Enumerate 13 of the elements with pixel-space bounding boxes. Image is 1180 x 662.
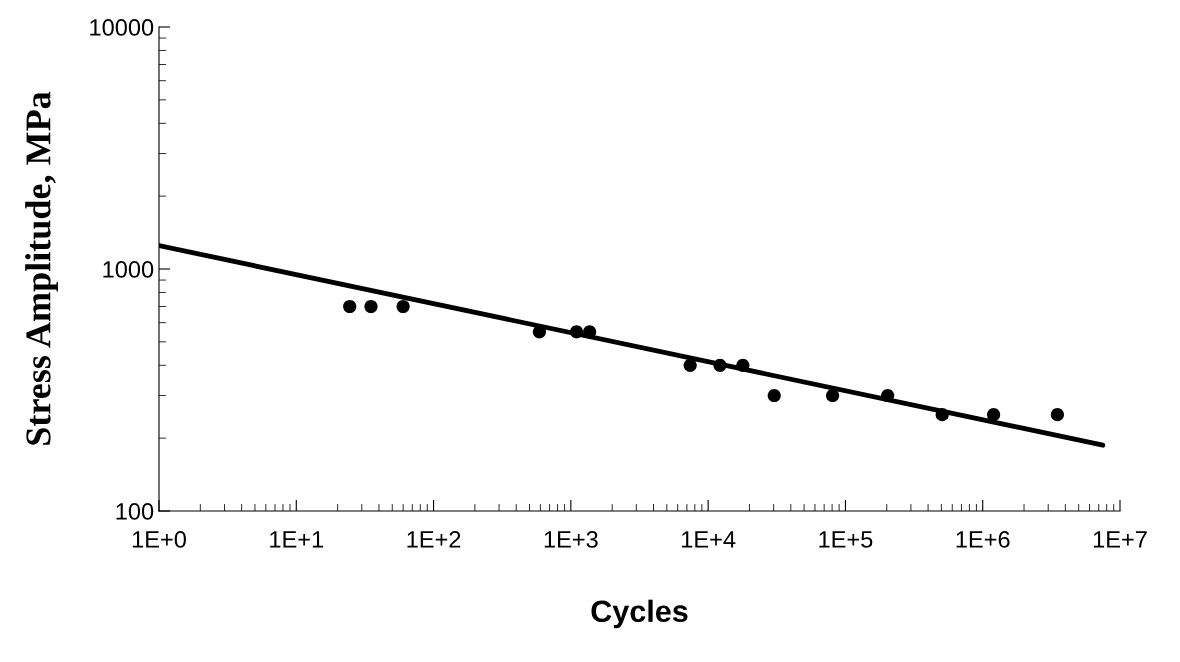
x-tick-label: 1E+1 xyxy=(270,531,324,548)
y-tick-label: 100 xyxy=(116,503,154,520)
y-tick-label: 1000 xyxy=(103,261,154,278)
y-tick-label: 10000 xyxy=(90,19,154,36)
x-tick-label: 1E+5 xyxy=(819,531,873,548)
x-axis-title: Cycles xyxy=(591,599,688,629)
x-tick-label: 1E+4 xyxy=(682,531,736,548)
x-tick-label: 1E+2 xyxy=(407,531,461,548)
x-tick-label: 1E+3 xyxy=(544,531,598,548)
x-tick-label: 1E+7 xyxy=(1093,531,1147,548)
y-axis-title: Stress Amplitude, MPa xyxy=(25,91,58,445)
x-tick-label: 1E+6 xyxy=(956,531,1010,548)
x-tick-label: 1E+0 xyxy=(132,531,186,548)
